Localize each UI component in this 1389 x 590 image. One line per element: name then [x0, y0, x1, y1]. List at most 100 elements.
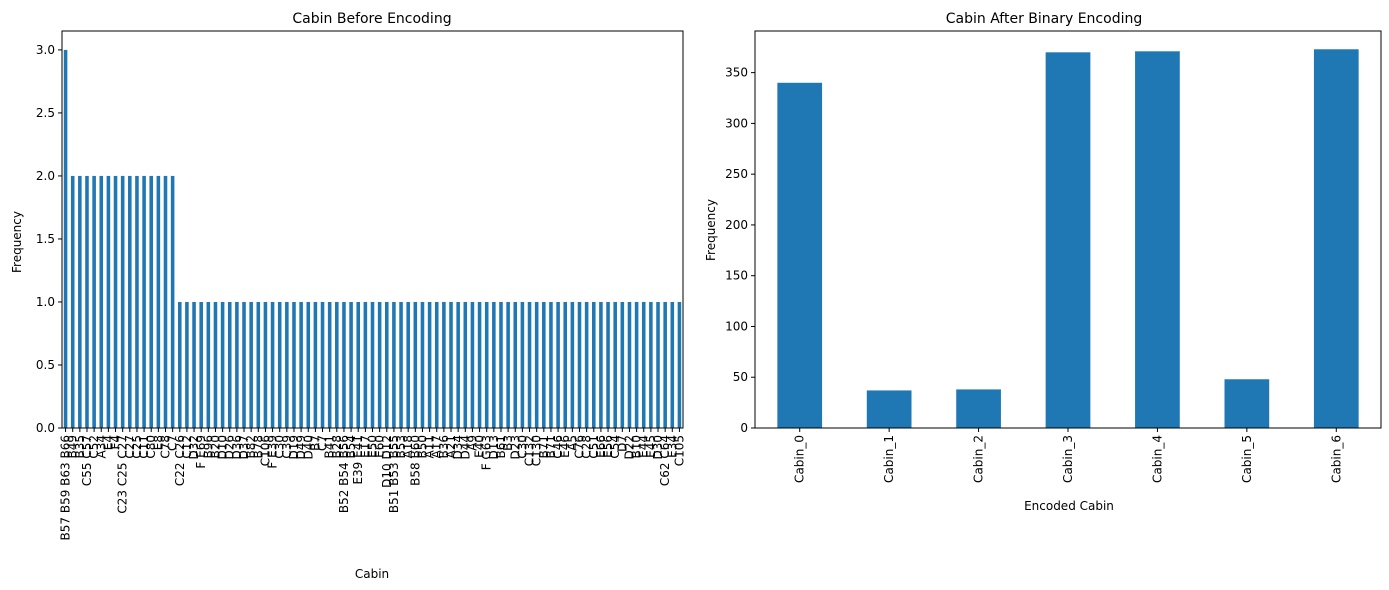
bar	[128, 175, 132, 428]
x-tick-label: B57 B59 B63 B66	[59, 435, 73, 540]
bar	[120, 175, 125, 428]
x-tick-label: E8	[151, 435, 165, 450]
x-tick-label: D26	[223, 435, 237, 460]
y-tick-label: 0	[740, 421, 748, 435]
bar	[106, 175, 111, 428]
bar	[584, 301, 589, 428]
plot-frame	[754, 30, 1382, 429]
x-tick-label: A5	[565, 435, 579, 451]
bar	[213, 301, 218, 428]
x-tick-label: B58 B60	[408, 435, 422, 486]
x-tick-label: E34	[665, 435, 679, 458]
y-axis: 0.0 0.5 1.0 1.5 2.0 2.5 3.0	[36, 43, 62, 435]
x-tick-label: E4	[101, 435, 115, 450]
bar	[99, 175, 104, 428]
x-tick-label: B10	[630, 435, 644, 459]
bar	[599, 301, 603, 428]
bar	[142, 175, 146, 428]
bar	[606, 301, 610, 428]
x-tick-label: D13	[487, 435, 501, 460]
y-tick-label: 200	[725, 218, 748, 232]
x-tick-label: D10 D12	[380, 435, 394, 488]
bar	[627, 301, 632, 428]
bar	[327, 301, 332, 428]
y-tick-label: 2.0	[36, 169, 55, 183]
x-tick-label: F E39	[266, 435, 280, 469]
y-tick-label: 150	[725, 269, 748, 283]
bar	[235, 301, 239, 428]
bar	[456, 301, 460, 428]
x-tick-label: A18	[401, 435, 415, 458]
bar	[956, 389, 1001, 428]
x-tick-label: B28	[330, 435, 344, 459]
y-tick-label: 2.5	[36, 106, 55, 120]
y-tick-label: 3.0	[36, 43, 55, 57]
bar	[170, 175, 175, 428]
bar	[563, 301, 568, 428]
bar	[70, 175, 75, 428]
bar	[663, 301, 667, 428]
x-tick-label: E46	[558, 435, 572, 458]
x-tick-label: C62 C64	[658, 435, 672, 486]
x-axis-label: Encoded Cabin	[1024, 499, 1114, 513]
x-tick-label: E40	[473, 435, 487, 458]
chart-cabin-before-encoding: Cabin Before Encoding Frequency Cabin 0.…	[10, 11, 686, 581]
x-tick-label: F4	[109, 435, 123, 450]
x-tick-label: C25	[130, 435, 144, 459]
x-axis-label: Cabin	[355, 567, 389, 581]
chart-title: Cabin Before Encoding	[292, 11, 451, 27]
x-tick-label: E66	[594, 435, 608, 458]
bar	[427, 301, 432, 428]
x-tick-label: Cabin_3	[1061, 435, 1075, 483]
y-axis-label: Frequency	[10, 211, 24, 273]
x-tick-label: B53	[394, 435, 408, 459]
x-tick-label: C7	[166, 435, 180, 451]
bar	[570, 301, 575, 428]
bar	[113, 175, 118, 428]
x-tick-label: C51	[587, 435, 601, 459]
y-tick-label: 0.0	[36, 421, 55, 435]
bar	[413, 301, 418, 428]
x-tick-label: A9	[465, 435, 479, 451]
x-axis: Cabin_0 Cabin_1 Cabin_2 Cabin_3 Cabin_4 Cabin…	[793, 428, 1343, 483]
bar	[463, 301, 468, 428]
x-tick-label: C22 C26	[173, 435, 187, 486]
bar	[313, 301, 318, 428]
bar	[670, 301, 675, 428]
bar	[470, 301, 475, 428]
x-tick-label: Cabin_6	[1329, 435, 1343, 483]
x-tick-label: A34	[94, 435, 108, 458]
bar	[149, 175, 154, 428]
x-tick-label: C55 C57	[80, 435, 94, 486]
x-tick-label: B49	[66, 435, 80, 459]
x-tick-label: B71	[544, 435, 558, 459]
bar	[342, 301, 346, 428]
x-tick-label: D7	[615, 435, 629, 452]
x-tick-label: B96	[201, 435, 215, 459]
bar	[677, 301, 682, 428]
x-tick-label: C46	[551, 435, 565, 459]
bar	[513, 301, 518, 428]
x-tick-label: E60	[373, 435, 387, 458]
bar	[656, 301, 660, 428]
y-tick-label: 350	[725, 66, 748, 80]
x-tick-label: C39	[280, 435, 294, 459]
x-tick-label: B61	[494, 435, 508, 459]
x-tick-label: A21	[444, 435, 458, 458]
chart-title: Cabin After Binary Encoding	[946, 11, 1142, 27]
x-tick-label: C12	[180, 435, 194, 459]
x-tick-label: B50	[415, 435, 429, 459]
x-tick-label: E39 E41	[351, 435, 365, 485]
bar	[92, 175, 96, 428]
bar	[649, 301, 653, 428]
x-tick-label: E17	[358, 435, 372, 458]
x-tick-label: C11	[137, 435, 151, 459]
bar	[449, 301, 453, 428]
x-tick-label: C76	[573, 435, 587, 459]
bar	[866, 390, 912, 428]
bar	[1045, 52, 1091, 428]
x-tick-label: E50	[366, 435, 380, 458]
bar	[1313, 49, 1359, 428]
bar	[256, 301, 261, 428]
